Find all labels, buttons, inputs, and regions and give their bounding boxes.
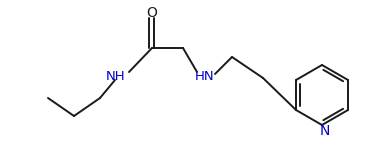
Text: N: N — [320, 124, 330, 138]
Text: O: O — [146, 6, 157, 20]
Text: HN: HN — [195, 69, 215, 82]
Text: NH: NH — [106, 69, 126, 82]
